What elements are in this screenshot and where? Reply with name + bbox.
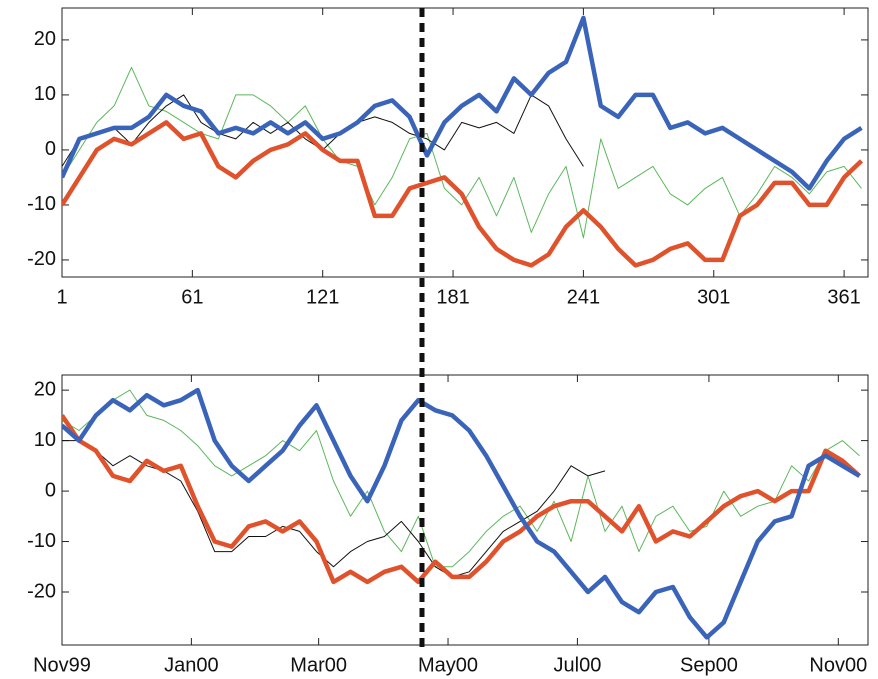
series-line — [62, 414, 861, 585]
series-line — [62, 389, 860, 568]
plots: -20 -10 0 10 20 1 61 121 181 241 301 361 -20 -10 0 10 20… — [27, 8, 868, 676]
x-tick-label: Nov00 — [809, 654, 867, 676]
x-tick-label: Jan00 — [164, 654, 219, 676]
y-tick-label: 10 — [34, 429, 56, 451]
series-line — [62, 15, 863, 191]
y-tick-label: 0 — [45, 479, 56, 501]
y-tick-label: 20 — [34, 378, 56, 400]
y-tick-label: -10 — [27, 530, 56, 552]
y-tick-label: -10 — [27, 193, 56, 215]
x-tick-label: 121 — [306, 286, 339, 308]
series-line — [62, 440, 606, 578]
x-tick-label: 361 — [827, 286, 860, 308]
x-tick-label: 61 — [181, 286, 203, 308]
top-frame — [61, 7, 869, 278]
series-line — [62, 387, 861, 640]
series-line — [62, 120, 864, 268]
x-tick-label: 181 — [436, 286, 469, 308]
x-tick-label: Mar00 — [290, 654, 347, 676]
x-tick-label: 301 — [697, 286, 730, 308]
x-tick-label: Jul00 — [554, 654, 602, 676]
y-tick-label: -20 — [27, 248, 56, 270]
bottom-frame — [61, 374, 869, 646]
series-line — [62, 94, 584, 167]
x-tick-label: May00 — [418, 654, 478, 676]
x-tick-label: 1 — [56, 286, 67, 308]
y-tick-label: 20 — [34, 28, 56, 50]
x-tick-label: Nov99 — [33, 654, 91, 676]
x-tick-label: Sep00 — [680, 654, 738, 676]
y-tick-label: -20 — [27, 580, 56, 602]
y-tick-label: 0 — [45, 138, 56, 160]
x-tick-label: 241 — [567, 286, 600, 308]
series-line — [62, 66, 862, 239]
y-tick-label: 10 — [34, 83, 56, 105]
